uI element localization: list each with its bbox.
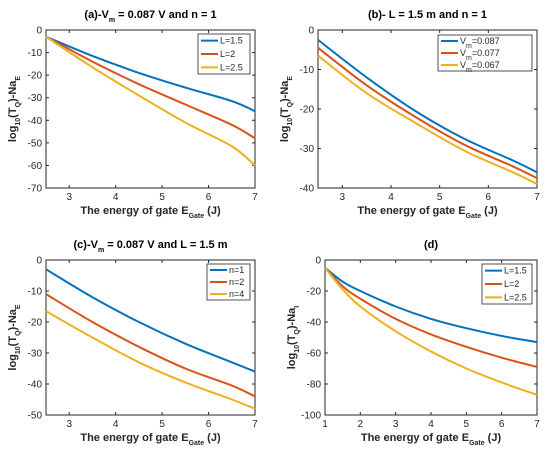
x-tick-label: 3	[66, 192, 72, 203]
plot-frame	[45, 259, 256, 416]
y-tick-label: -100	[301, 411, 321, 422]
x-tick-label: 3	[340, 192, 346, 203]
chart-title: (a)-Vm = 0.087 V and n = 1	[84, 9, 216, 24]
series-line-3	[45, 310, 256, 410]
x-tick-label: 5	[464, 419, 470, 430]
x-axis-label: The energy of gate EGate (J)	[361, 432, 502, 447]
plot-frame	[45, 29, 256, 189]
chart-title: (b)- L = 1.5 m and n = 1	[368, 9, 487, 21]
chart-panel-4: 1 2 3 4 5 6 7 0 -20 -40 -60 -80 -100 L=1.5 L=2 L=2.5 (d)…	[286, 239, 540, 447]
legend-entry: Vm=0.077	[460, 48, 500, 62]
y-tick-label: -60	[307, 349, 322, 360]
series-line-1	[45, 35, 256, 113]
y-tick-label: 0	[315, 256, 321, 267]
y-tick-label: -70	[28, 184, 43, 195]
y-tick-label: 0	[308, 26, 314, 37]
y-axis-label: log10(TQ)-NaI	[286, 306, 301, 370]
y-tick-label: -40	[28, 116, 43, 127]
y-tick-label: -40	[28, 380, 43, 391]
y-tick-label: -30	[28, 93, 43, 104]
y-axis-label: log10(TQ)-NaE	[279, 76, 294, 143]
legend-entry: L=1.5	[504, 266, 527, 276]
series-line-1	[45, 268, 256, 373]
chart-panel-2: 3 4 5 6 7 0 -10 -20 -30 -40 Vm=0.087Vm=0.077Vm=0.0…	[279, 9, 540, 220]
x-tick-label: 4	[428, 419, 434, 430]
chart-panel-3: 3 4 5 6 7 0 -10 -20 -30 -40 -50 n=1 n=2 n=4 (c)-Vm = 0…	[7, 239, 258, 447]
series-line-1	[324, 266, 538, 344]
y-tick-label: -30	[300, 144, 315, 155]
x-tick-label: 6	[499, 419, 505, 430]
legend-entry: n=1	[229, 265, 244, 275]
y-tick-label: -20	[307, 287, 322, 298]
x-tick-label: 4	[388, 192, 394, 203]
series-line-2	[317, 46, 538, 180]
y-tick-label: -10	[28, 287, 43, 298]
y-tick-label: -30	[28, 349, 43, 360]
legend-entry: Vm=0.087	[460, 36, 500, 50]
y-tick-label: -20	[28, 318, 43, 329]
x-tick-label: 4	[113, 192, 119, 203]
legend-entry: n=4	[229, 289, 244, 299]
series-line-2	[45, 35, 256, 140]
y-tick-label: -40	[300, 184, 315, 195]
y-tick-label: 0	[36, 256, 42, 267]
x-tick-label: 6	[206, 192, 212, 203]
legend-entry: L=2.5	[220, 62, 243, 72]
y-axis-label: log10(TQ)-NaE	[7, 76, 22, 143]
series-line-3	[45, 35, 256, 167]
x-axis-label: The energy of gate EGate (J)	[80, 432, 221, 447]
y-tick-label: -20	[300, 105, 315, 116]
x-tick-label: 6	[206, 419, 212, 430]
x-tick-label: 5	[159, 419, 165, 430]
y-axis-label: log10(TQ)-NaE	[7, 304, 22, 371]
series-line-3	[317, 54, 538, 185]
legend-entry: L=2	[220, 49, 235, 59]
chart-title: (c)-Vm = 0.087 V and L = 1.5 m	[74, 239, 228, 254]
x-tick-label: 5	[437, 192, 443, 203]
series-line-2	[324, 267, 538, 368]
x-axis-label: The energy of gate EGate (J)	[80, 205, 221, 220]
y-tick-label: -80	[307, 380, 322, 391]
series-line-1	[317, 39, 538, 174]
x-tick-label: 5	[159, 192, 165, 203]
legend-entry: L=2.5	[504, 292, 527, 302]
y-tick-label: 0	[36, 26, 42, 37]
x-axis-label: The energy of gate EGate (J)	[357, 205, 498, 220]
legend-entry: L=2	[504, 279, 519, 289]
y-tick-label: -10	[300, 65, 315, 76]
series-line-2	[45, 293, 256, 398]
x-tick-label: 3	[66, 419, 72, 430]
chart-panel-1: 3 4 5 6 7 0 -10 -20 -30 -40 -50 -60 -70 L=1.5 L=2 L=2.5…	[7, 9, 258, 220]
legend-entry: n=2	[229, 277, 244, 287]
series-line-3	[324, 267, 538, 396]
x-tick-label: 4	[113, 419, 119, 430]
y-tick-label: -10	[28, 48, 43, 59]
x-tick-label: 3	[393, 419, 399, 430]
legend-entry: Vm=0.067	[460, 60, 500, 74]
y-tick-label: -50	[28, 411, 43, 422]
x-tick-label: 6	[486, 192, 492, 203]
y-tick-label: -50	[28, 138, 43, 149]
y-tick-label: -20	[28, 71, 43, 82]
x-tick-label: 7	[534, 419, 540, 430]
legend-entry: L=1.5	[220, 36, 243, 46]
x-tick-label: 7	[252, 192, 258, 203]
y-tick-label: -60	[28, 161, 43, 172]
x-tick-label: 2	[358, 419, 364, 430]
x-tick-label: 1	[322, 419, 328, 430]
x-tick-label: 7	[534, 192, 540, 203]
x-tick-label: 7	[252, 419, 258, 430]
chart-title: (d)	[424, 239, 438, 251]
y-tick-label: -40	[307, 318, 322, 329]
